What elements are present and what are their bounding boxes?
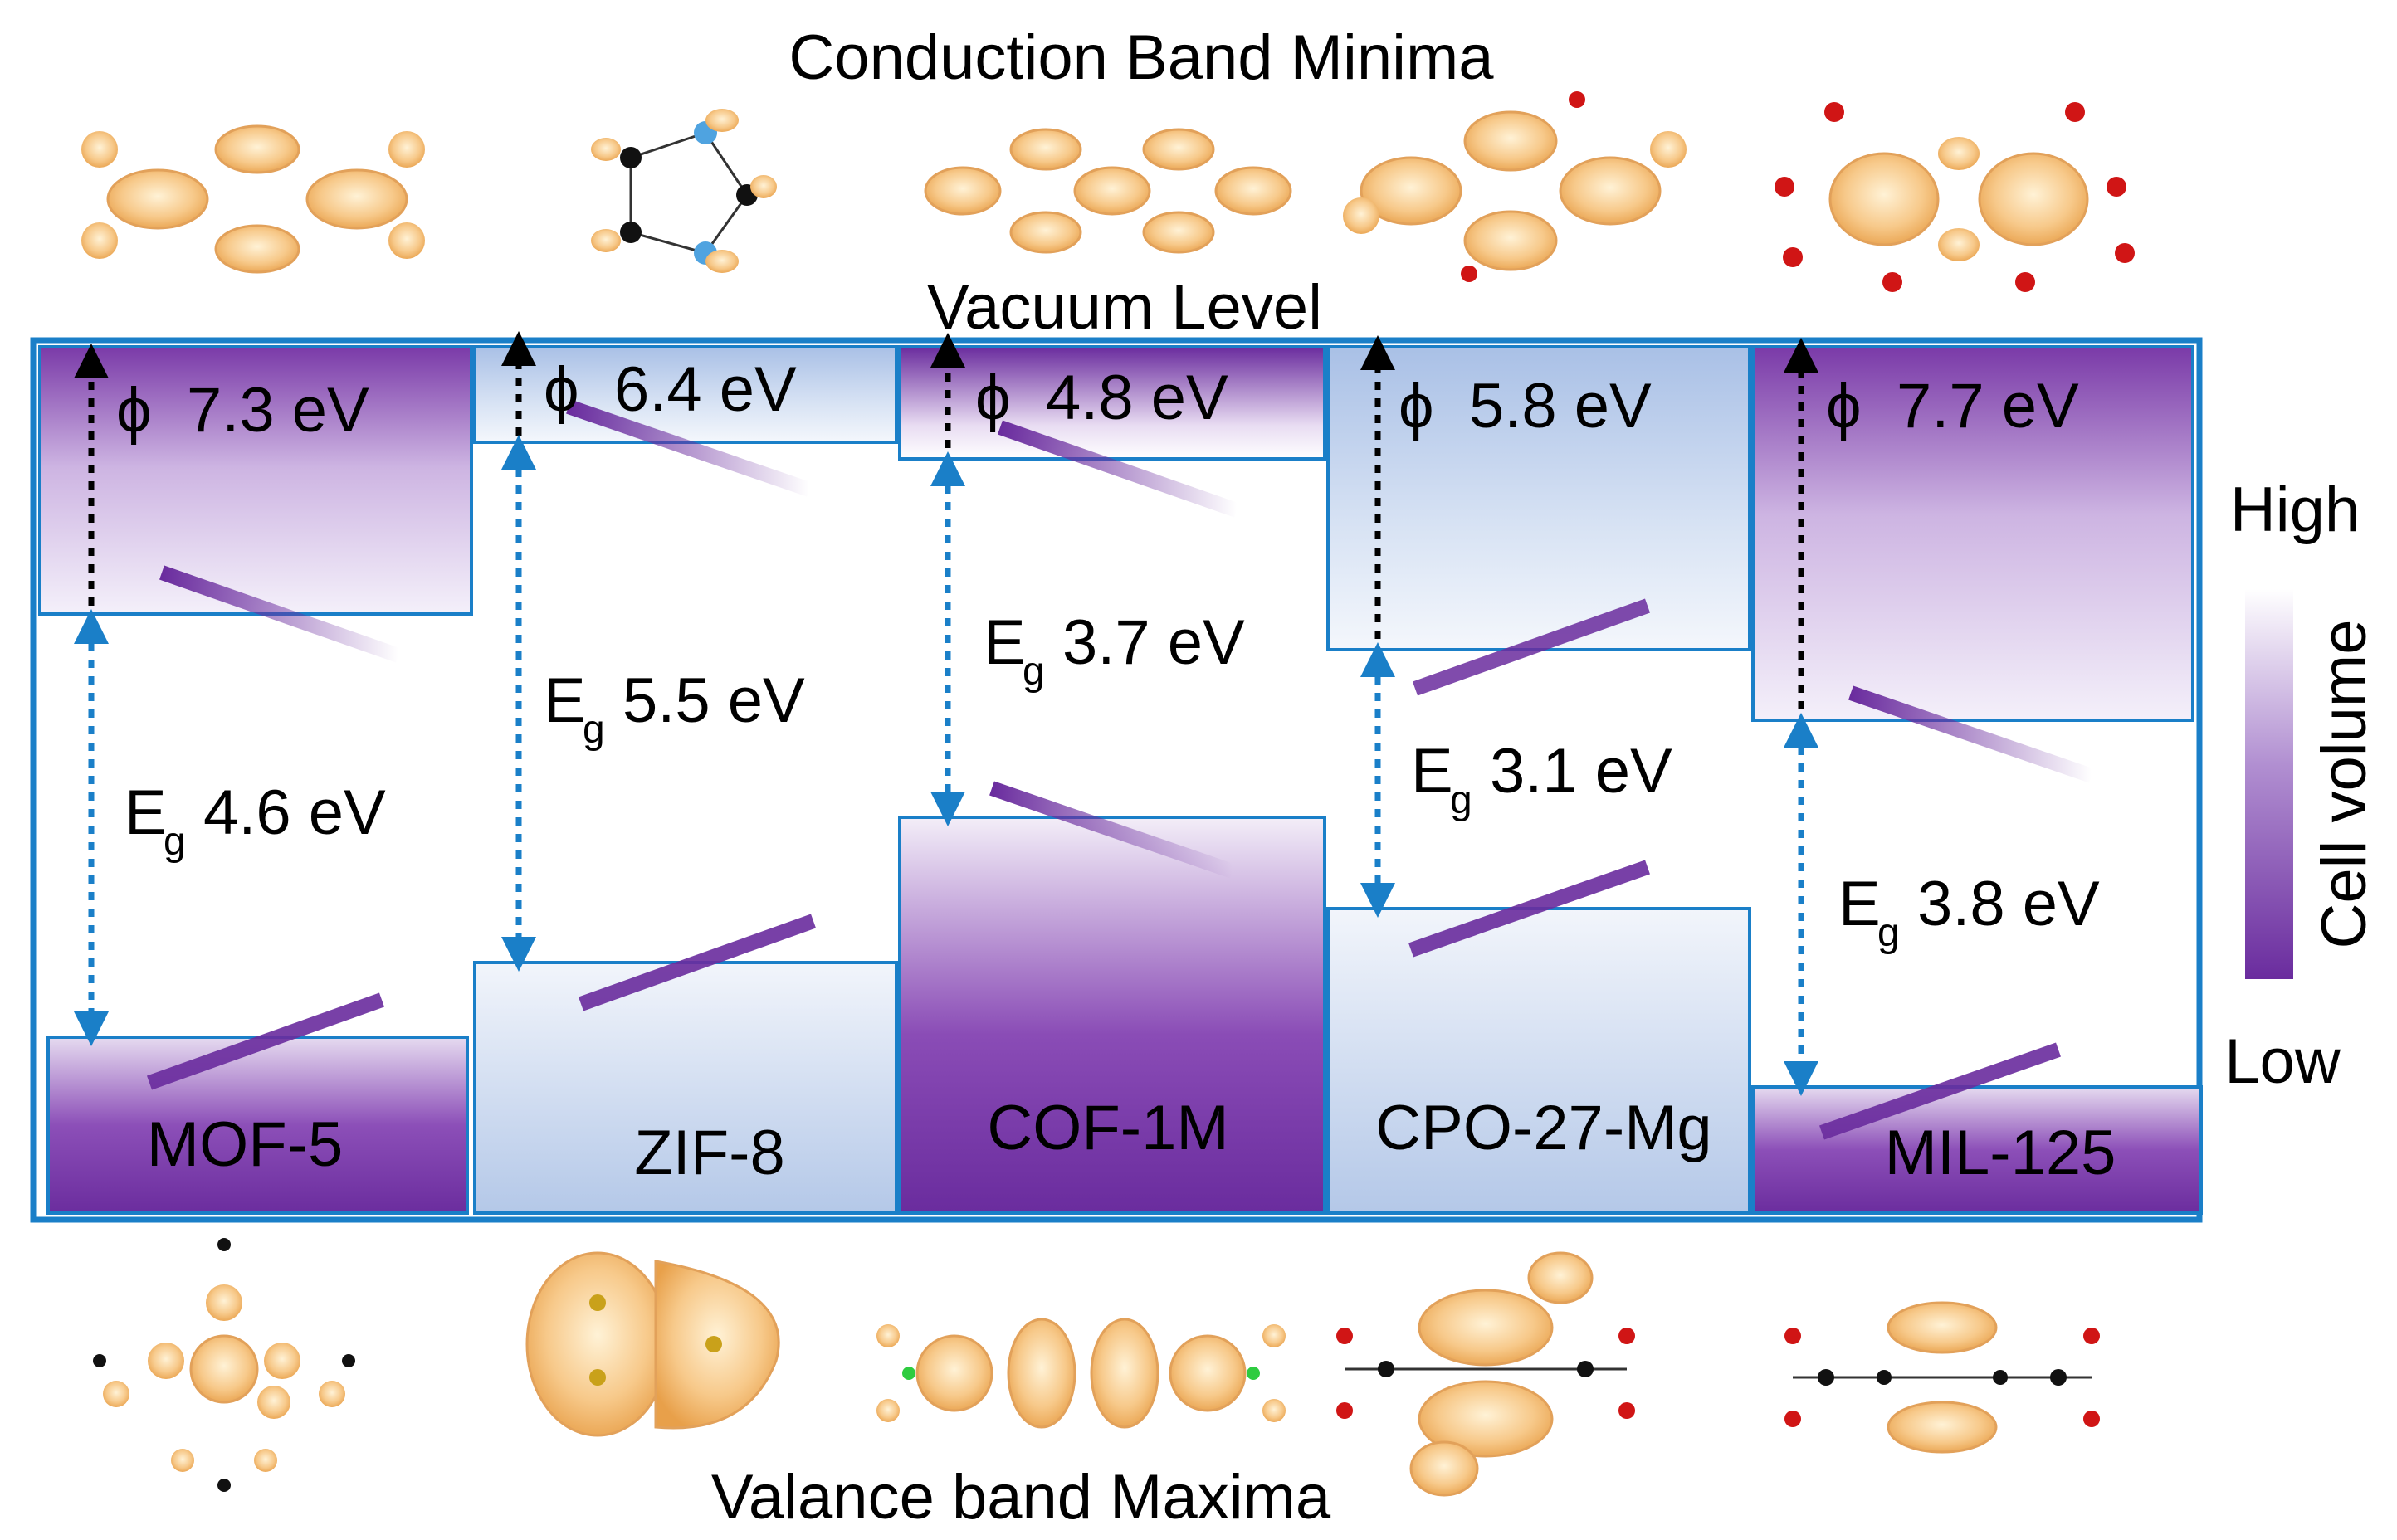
material-label-mof5: MOF-5 xyxy=(147,1109,343,1180)
eg-symbol-cof1m: E xyxy=(984,607,1026,678)
column-mil125: ϕ 7.7 eV E g 3.8 eV MIL-125 xyxy=(1751,338,2203,1215)
material-label-mil125: MIL-125 xyxy=(1885,1118,2116,1188)
vbm-orbital-zif8 xyxy=(525,1251,780,1437)
material-label-zif8: ZIF-8 xyxy=(634,1118,785,1188)
eg-value-cpo27mg: 3.1 eV xyxy=(1490,736,1672,807)
cbm-orbital-cof1m xyxy=(924,128,1292,254)
column-cpo27mg: ϕ 5.8 eV E g 3.1 eV CPO-27-Mg xyxy=(1326,335,1751,1215)
title-valance-band-maxima: Valance band Maxima xyxy=(711,1462,1331,1533)
eg-subscript-cpo27mg: g xyxy=(1450,778,1472,822)
material-label-cpo27mg: CPO-27-Mg xyxy=(1375,1093,1711,1163)
colorbar-axis-label: Cell volume xyxy=(2309,619,2380,948)
phi-symbol-cpo27mg: ϕ xyxy=(1399,371,1434,441)
vb-block-mof5 xyxy=(46,1036,469,1215)
phi-value-cpo27mg: 5.8 eV xyxy=(1469,371,1652,441)
vbm-orbital-cof1m xyxy=(876,1318,1286,1429)
cbm-orbital-mil125 xyxy=(1775,102,2135,292)
vbm-orbital-cpo27 xyxy=(1336,1251,1635,1497)
title-conduction-band-minima: Conduction Band Minima xyxy=(788,22,1494,93)
vb-block-mil125 xyxy=(1751,1085,2203,1215)
eg-symbol-zif8: E xyxy=(544,665,586,736)
colorbar-low-label: Low xyxy=(2224,1026,2341,1097)
eg-value-mil125: 3.8 eV xyxy=(1917,869,2100,939)
phi-symbol-cof1m: ϕ xyxy=(975,363,1011,433)
eg-value-zif8: 5.5 eV xyxy=(622,665,805,736)
eg-subscript-zif8: g xyxy=(583,708,605,752)
vb-block-cpo27mg xyxy=(1326,907,1751,1215)
eg-subscript-mof5: g xyxy=(164,820,186,864)
material-label-cof1m: COF-1M xyxy=(987,1093,1228,1163)
phi-symbol-mil125: ϕ xyxy=(1826,371,1862,441)
colorbar-high-label: High xyxy=(2230,475,2360,545)
eg-value-mof5: 4.6 eV xyxy=(203,777,386,848)
phi-value-zif8: 6.4 eV xyxy=(614,354,797,425)
phi-symbol-zif8: ϕ xyxy=(544,354,579,425)
cbm-orbital-cpo27 xyxy=(1343,91,1687,282)
eg-value-cof1m: 3.7 eV xyxy=(1062,607,1245,678)
eg-symbol-cpo27mg: E xyxy=(1411,736,1453,807)
eg-subscript-mil125: g xyxy=(1877,911,1900,955)
cb-block-cof1m xyxy=(898,345,1326,461)
colorbar-gradient xyxy=(2245,589,2293,979)
phi-symbol-mof5: ϕ xyxy=(116,375,152,446)
cbm-orbital-zif8 xyxy=(591,109,777,273)
phi-value-cof1m: 4.8 eV xyxy=(1046,363,1228,433)
cell-volume-colorbar: High Cell volume Low xyxy=(2224,475,2380,1097)
column-zif8: ϕ 6.4 eV E g 5.5 eV ZIF-8 xyxy=(473,331,898,1215)
cbm-orbital-mof5 xyxy=(81,124,425,274)
column-mof5: ϕ 7.3 eV E g 4.6 eV MOF-5 xyxy=(38,344,473,1215)
vbm-orbital-mof5 xyxy=(93,1238,355,1492)
phi-value-mof5: 7.3 eV xyxy=(187,375,369,446)
cb-block-mof5 xyxy=(38,345,473,616)
phi-value-mil125: 7.7 eV xyxy=(1897,371,2079,441)
eg-subscript-cof1m: g xyxy=(1023,650,1045,694)
column-cof1m: ϕ 4.8 eV E g 3.7 eV COF-1M xyxy=(898,333,1326,1215)
vacuum-level-label: Vacuum Level xyxy=(927,272,1322,343)
cb-block-mil125 xyxy=(1751,345,2194,722)
eg-symbol-mil125: E xyxy=(1838,869,1881,939)
vb-block-cof1m xyxy=(898,816,1326,1215)
cb-block-cpo27mg xyxy=(1326,345,1751,651)
vbm-orbital-mil125 xyxy=(1784,1301,2100,1454)
eg-symbol-mof5: E xyxy=(124,777,167,848)
